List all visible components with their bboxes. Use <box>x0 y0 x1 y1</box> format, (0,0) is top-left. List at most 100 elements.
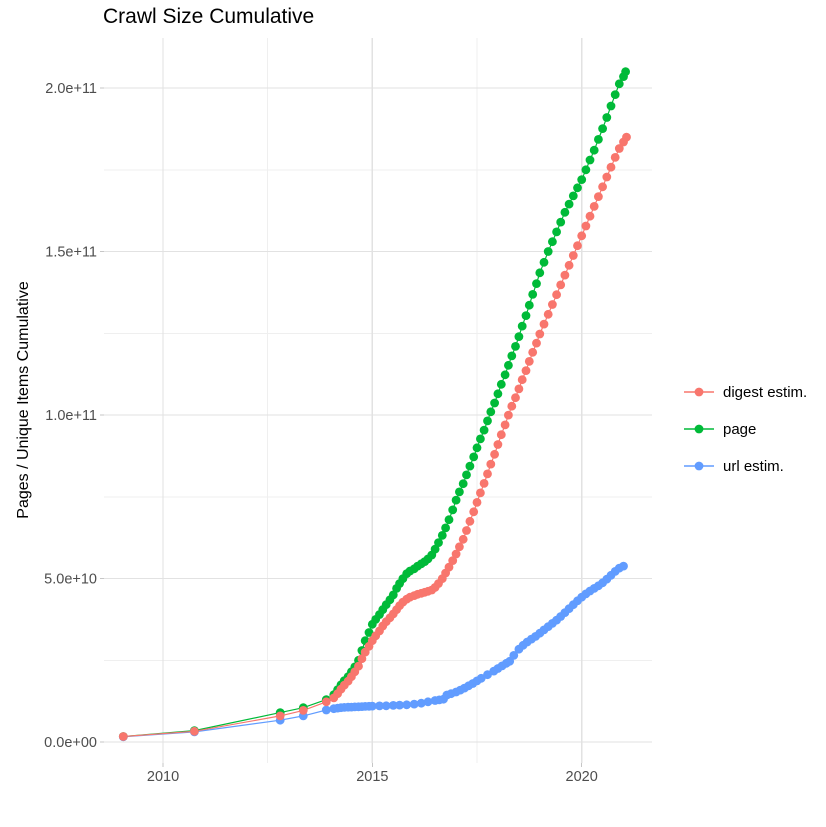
series-points-digest-estim <box>118 132 631 741</box>
data-point <box>511 342 520 351</box>
data-point <box>476 434 485 444</box>
chart-title: Crawl Size Cumulative <box>103 5 315 28</box>
data-point <box>490 449 499 459</box>
data-point <box>507 401 517 411</box>
data-point <box>500 370 510 380</box>
data-point <box>594 192 603 202</box>
legend-key-icon <box>684 424 714 434</box>
data-point <box>479 425 489 435</box>
legend-label: url estim. <box>723 457 784 475</box>
data-point <box>524 300 534 310</box>
data-point <box>451 495 461 505</box>
series-points-page <box>118 67 630 741</box>
data-point <box>444 562 454 572</box>
data-point <box>367 701 377 711</box>
data-point <box>577 175 587 185</box>
data-point <box>472 443 482 453</box>
data-point <box>602 172 612 182</box>
data-point <box>496 430 506 440</box>
data-point <box>532 279 541 288</box>
data-point <box>479 479 489 488</box>
data-point <box>524 357 534 366</box>
data-point <box>381 701 391 711</box>
legend-label: digest estim. <box>723 383 808 401</box>
data-point <box>465 516 475 526</box>
data-point <box>528 290 538 299</box>
data-point <box>509 651 519 660</box>
data-point <box>375 701 384 711</box>
data-point <box>619 561 628 571</box>
data-point <box>462 526 471 535</box>
series-line-url-estim <box>123 565 624 738</box>
data-point <box>560 270 570 280</box>
data-point <box>458 479 468 489</box>
x-tick-label-2020: 2020 <box>566 769 598 785</box>
data-point <box>552 290 561 300</box>
x-tick-label-2010: 2010 <box>147 769 179 785</box>
data-point <box>483 416 492 426</box>
data-point <box>364 628 374 637</box>
data-point <box>621 67 630 77</box>
data-point <box>589 202 599 211</box>
data-point <box>610 153 620 162</box>
legend-item-digest-estim: digest estim. <box>682 381 807 403</box>
data-point <box>598 124 607 133</box>
data-point <box>581 221 591 231</box>
data-point <box>539 257 549 267</box>
data-point <box>539 319 549 329</box>
data-point <box>521 366 531 375</box>
data-point <box>465 461 475 471</box>
y-tick-label-1.0e+11: 1.0e+11 <box>45 408 97 424</box>
data-point <box>511 393 520 403</box>
legend-item-page: page <box>682 418 807 440</box>
data-point <box>451 549 461 559</box>
data-point <box>388 590 398 600</box>
data-point <box>564 199 574 209</box>
data-point <box>458 534 468 544</box>
data-point <box>500 420 510 430</box>
data-point <box>298 706 308 715</box>
data-point <box>517 321 527 331</box>
data-point <box>556 280 566 290</box>
data-point <box>573 241 582 251</box>
data-point <box>507 351 517 361</box>
legend: digest estim. page url estim. <box>682 381 807 492</box>
data-point <box>543 309 553 319</box>
data-point <box>514 332 524 341</box>
data-point <box>476 488 485 498</box>
data-point <box>118 732 128 741</box>
data-point <box>622 132 631 142</box>
data-point <box>493 440 503 449</box>
data-point <box>585 155 595 165</box>
legend-key-icon <box>684 387 714 397</box>
data-point <box>496 379 506 389</box>
data-point <box>543 247 553 256</box>
data-point <box>354 661 363 671</box>
data-point <box>357 654 367 664</box>
data-point <box>577 231 587 241</box>
data-point <box>548 300 557 309</box>
data-point <box>472 498 482 507</box>
data-point <box>455 487 464 497</box>
data-point <box>486 407 496 417</box>
data-point <box>598 182 607 192</box>
data-point <box>610 90 620 99</box>
data-point <box>528 347 538 357</box>
data-point <box>568 191 578 201</box>
y-tick-label-5.0e+10: 5.0e+10 <box>44 572 97 588</box>
series-line-digest-estim <box>123 136 628 738</box>
data-point <box>423 697 433 707</box>
data-point <box>560 207 570 217</box>
data-point <box>564 260 574 270</box>
data-point <box>388 701 398 710</box>
data-point <box>275 711 285 721</box>
data-point <box>589 145 599 155</box>
data-point <box>455 542 464 552</box>
data-point <box>190 726 199 736</box>
data-point <box>448 556 458 565</box>
data-point <box>444 515 454 525</box>
data-point <box>486 459 496 469</box>
data-point <box>521 311 531 320</box>
data-point <box>462 470 471 480</box>
data-point <box>321 697 331 707</box>
